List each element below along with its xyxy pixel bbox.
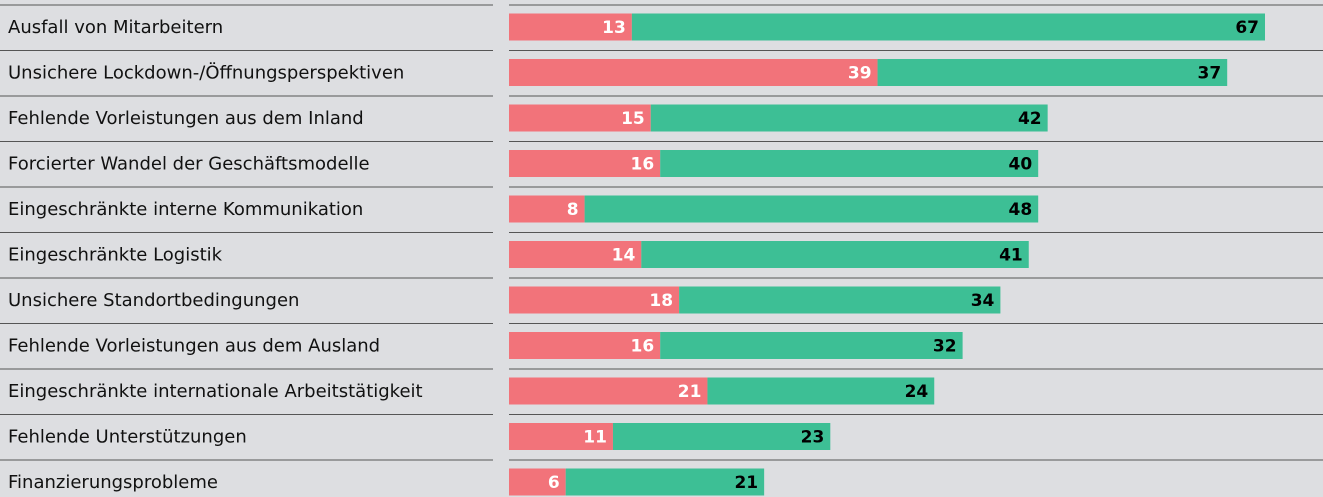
value-label: 39: [848, 64, 872, 84]
bar-segment: [509, 286, 680, 314]
bar-segment: [650, 104, 1048, 132]
value-label: 11: [583, 428, 607, 448]
category-label: Unsichere Standortbedingungen: [8, 290, 299, 311]
category-label: Forcierter Wandel der Geschäftsmodelle: [8, 154, 370, 175]
category-label: Eingeschränkte interne Kommunikation: [8, 199, 363, 220]
value-label: 40: [1009, 155, 1033, 175]
category-label: Fehlende Vorleistungen aus dem Inland: [8, 108, 364, 129]
bar-segment: [660, 150, 1039, 177]
category-label: Finanzierungsprobleme: [8, 472, 218, 493]
bar-segment: [509, 195, 585, 223]
value-label: 13: [602, 18, 626, 38]
bar-segment: [679, 286, 1001, 314]
value-label: 37: [1198, 64, 1222, 84]
value-label: 16: [631, 155, 655, 175]
value-label: 18: [649, 291, 673, 311]
value-label: 24: [905, 382, 929, 402]
value-label: 23: [801, 428, 825, 448]
bar-segment: [660, 332, 963, 359]
bar-segment: [641, 241, 1029, 268]
bar-segment: [612, 423, 831, 450]
bar-segment: [509, 150, 661, 177]
value-label: 21: [678, 382, 702, 402]
bar-segment: [509, 104, 651, 132]
bar-segment: [509, 332, 661, 359]
value-label: 21: [734, 473, 758, 493]
bar-segment: [877, 59, 1228, 86]
value-label: 48: [1009, 200, 1033, 220]
bar-segment: [584, 195, 1039, 223]
value-label: 8: [567, 200, 579, 220]
value-label: 6: [548, 473, 560, 493]
bar-segment: [707, 377, 935, 405]
category-label: Ausfall von Mitarbeitern: [8, 17, 223, 38]
category-label: Fehlende Unterstützungen: [8, 427, 247, 448]
bar-segment: [509, 59, 878, 86]
value-label: 15: [621, 109, 645, 129]
value-label: 42: [1018, 109, 1042, 129]
value-label: 41: [999, 246, 1023, 266]
bar-segment: [509, 241, 642, 268]
category-label: Unsichere Lockdown-/Öffnungsperspektiven: [8, 62, 404, 84]
value-label: 32: [933, 337, 957, 357]
bar-segment: [509, 423, 613, 450]
category-label: Fehlende Vorleistungen aus dem Ausland: [8, 336, 380, 357]
value-label: 14: [612, 246, 636, 266]
value-label: 67: [1235, 18, 1259, 38]
bar-segment: [509, 468, 566, 496]
bar-segment: [565, 468, 765, 496]
value-label: 34: [971, 291, 995, 311]
category-label: Eingeschränkte internationale Arbeitstät…: [8, 381, 423, 402]
bar-segment: [509, 377, 708, 405]
bar-segment: [509, 13, 632, 41]
bar-segment: [631, 13, 1265, 41]
value-label: 16: [631, 337, 655, 357]
category-label: Eingeschränkte Logistik: [8, 245, 223, 266]
